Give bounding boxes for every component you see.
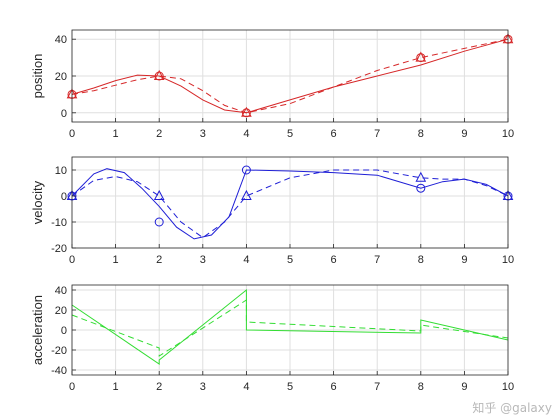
tick-label-x: 7 (374, 128, 380, 140)
tick-label-x: 7 (374, 254, 380, 266)
tick-label-y: 20 (55, 71, 67, 83)
tick-label-x: 3 (200, 254, 206, 266)
tick-label-x: 0 (69, 128, 75, 140)
tick-label-x: 1 (113, 381, 119, 393)
tick-label-x: 0 (69, 254, 75, 266)
marker-circle (416, 183, 426, 193)
tick-label-y: -40 (51, 365, 67, 377)
subplot-acceleration: 0 1 2 3 4 5 6 7 8 9 10 -40 -20 0 20 40 acceleration (30, 284, 514, 393)
tick-label-y: -20 (51, 345, 67, 357)
marker-triangle (241, 189, 252, 200)
tick-label-x: 9 (461, 381, 467, 393)
tick-label-x: 1 (113, 254, 119, 266)
tick-label-y: -10 (51, 217, 67, 229)
tick-label-x: 2 (156, 381, 162, 393)
tick-label-y: -20 (51, 243, 67, 255)
tick-label-x: 3 (200, 128, 206, 140)
series-line-dashed (71, 169, 509, 239)
tick-label-x: 9 (461, 254, 467, 266)
tick-label-x: 5 (287, 128, 293, 140)
tick-label-x: 10 (502, 128, 514, 140)
tick-label-x: 3 (200, 381, 206, 393)
tick-label-y: 0 (61, 191, 67, 203)
tick-label-y: 10 (55, 165, 67, 177)
tick-label-x: 10 (502, 381, 514, 393)
tick-label-y: 0 (61, 108, 67, 120)
series-line-dashed (71, 299, 509, 357)
watermark-text: 知乎 @galaxy (472, 401, 552, 415)
marker-triangle (153, 189, 165, 200)
axis-label-y: velocity (30, 180, 45, 224)
tick-label-x: 6 (331, 381, 337, 393)
series-line-solid (71, 38, 509, 114)
tick-label-x: 8 (418, 381, 424, 393)
tick-label-x: 4 (243, 254, 249, 266)
tick-label-x: 5 (287, 254, 293, 266)
tick-label-x: 4 (243, 381, 249, 393)
tick-label-x: 2 (156, 128, 162, 140)
tick-label-y: 20 (55, 305, 67, 317)
subplot-velocity: 0 1 2 3 4 5 6 7 8 9 10 -20 -10 0 10 velocity (30, 156, 514, 266)
tick-label-x: 10 (502, 254, 514, 266)
marker-circle (154, 217, 164, 227)
tick-label-x: 5 (287, 381, 293, 393)
marker-triangle (241, 106, 252, 117)
series-line-dashed (71, 38, 509, 114)
tick-label-x: 8 (418, 128, 424, 140)
tick-label-x: 7 (374, 381, 380, 393)
tick-label-x: 8 (418, 254, 424, 266)
tick-label-x: 0 (69, 381, 75, 393)
tick-label-x: 6 (331, 254, 337, 266)
tick-label-y: 40 (55, 285, 67, 297)
tick-label-x: 9 (461, 128, 467, 140)
marker-triangle (415, 51, 427, 62)
marker-triangle (153, 69, 165, 80)
axis-label-y: acceleration (30, 295, 45, 365)
marker-circle (241, 165, 251, 175)
tick-label-y: 0 (61, 325, 67, 337)
tick-label-y: 40 (55, 34, 67, 46)
tick-label-x: 1 (113, 128, 119, 140)
marker-triangle (415, 171, 427, 182)
axis-label-y: position (30, 54, 45, 99)
tick-label-x: 6 (331, 128, 337, 140)
tick-label-x: 2 (156, 254, 162, 266)
tick-label-x: 4 (243, 128, 249, 140)
subplot-position: 0 1 2 3 4 5 6 7 8 9 10 0 20 40 position (30, 29, 514, 140)
